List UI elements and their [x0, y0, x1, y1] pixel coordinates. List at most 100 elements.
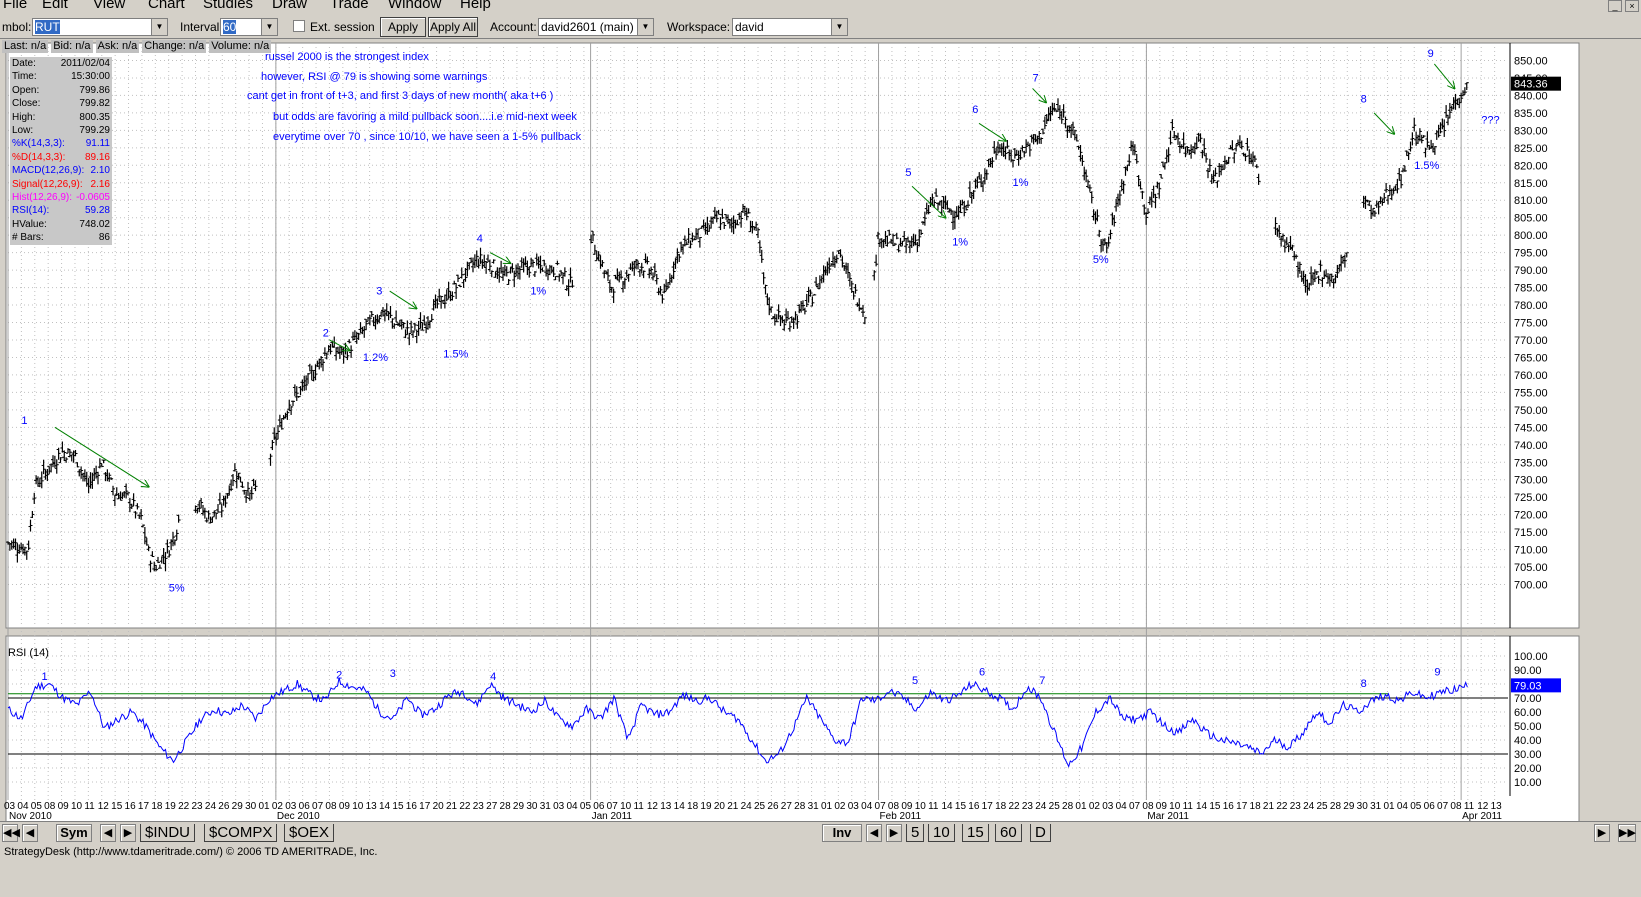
date-tick-label: 14: [674, 801, 686, 812]
date-tick-label: 27: [486, 801, 498, 812]
price-bar: [1318, 260, 1323, 272]
first-icon[interactable]: ◀◀: [2, 824, 20, 842]
symbol-combo[interactable]: RUT ▼: [32, 18, 168, 36]
menu-chart[interactable]: Chart: [148, 0, 185, 12]
minimize-icon[interactable]: _: [1608, 0, 1622, 12]
price-bar: [478, 247, 483, 264]
prev-icon[interactable]: ◀: [866, 824, 882, 842]
menu-window[interactable]: Window: [388, 0, 442, 12]
workspace-combo[interactable]: david ▼: [732, 18, 848, 36]
date-tick-label: 10: [352, 801, 364, 812]
trend-arrow: [329, 339, 349, 350]
price-bar: [24, 550, 29, 560]
dropdown-arrow-icon[interactable]: ▼: [261, 19, 277, 35]
price-bar: [1132, 144, 1137, 156]
price-bar: [1386, 195, 1390, 205]
menu-draw[interactable]: Draw: [272, 0, 308, 12]
next-icon[interactable]: ▶: [886, 824, 902, 842]
dropdown-arrow-icon[interactable]: ▼: [637, 19, 653, 35]
date-tick-label: 13: [660, 801, 672, 812]
interval-combo[interactable]: 60 ▼: [220, 18, 278, 36]
menu-edit[interactable]: Edit: [42, 0, 68, 12]
date-tick-label: 01: [1383, 801, 1395, 812]
price-bar: [1121, 180, 1126, 194]
tab-interval-60[interactable]: 60: [995, 824, 1022, 842]
data-panel-row: %K(14,3,3): 91.11: [10, 137, 112, 150]
price-bar: [487, 259, 492, 272]
data-panel-value: 2011/02/04: [60, 58, 110, 69]
prev-icon[interactable]: ◀: [100, 824, 116, 842]
date-tick-label: 20: [714, 801, 726, 812]
price-tick-label: 825.00: [1514, 143, 1548, 155]
dropdown-arrow-icon[interactable]: ▼: [831, 19, 847, 35]
menu-studies[interactable]: Studies: [203, 0, 254, 12]
price-bar: [176, 514, 181, 523]
price-bar: [722, 221, 727, 230]
bottom-bar: ◀◀ ◀ Sym ◀ ▶ $INDU $COMPX $OEX Inv ◀ ▶ 5…: [0, 821, 1641, 843]
price-bar: [917, 229, 922, 247]
wave-label: 5: [905, 167, 911, 179]
date-tick-label: 18: [151, 801, 163, 812]
wave-label: 8: [1361, 93, 1367, 105]
tab-interval-15[interactable]: 15: [962, 824, 989, 842]
price-bar: [551, 266, 556, 278]
price-bar: [1432, 146, 1437, 155]
tab-compx[interactable]: $COMPX: [204, 824, 278, 842]
price-bar: [133, 511, 138, 519]
price-bar: [1059, 111, 1064, 124]
menu-bar: File Edit View Chart Studies Draw Trade …: [0, 0, 1641, 14]
date-tick-label: 28: [794, 801, 806, 812]
apply-all-button[interactable]: Apply All: [428, 17, 478, 37]
close-icon[interactable]: ×: [1625, 0, 1639, 12]
price-bar: [787, 321, 792, 332]
date-tick-label: 29: [232, 801, 244, 812]
ext-session-checkbox[interactable]: [293, 20, 305, 32]
symbol-value: RUT: [35, 20, 60, 34]
date-tick-label: 07: [312, 801, 324, 812]
price-bar: [1243, 153, 1248, 162]
price-tick-label: 730.00: [1514, 475, 1548, 487]
price-bar: [22, 546, 27, 556]
price-bar: [1202, 138, 1207, 156]
date-tick-label: 06: [593, 801, 605, 812]
data-panel-label: High:: [12, 111, 36, 123]
tab-interval-5[interactable]: 5: [906, 824, 925, 842]
chart-area[interactable]: 700.00705.00710.00715.00720.00725.00730.…: [0, 40, 1641, 821]
sym-button[interactable]: Sym: [56, 824, 92, 842]
wave-label: 1.2%: [363, 352, 388, 364]
price-bar: [557, 273, 562, 282]
data-panel-value: 748.02: [79, 218, 110, 230]
price-bar: [1221, 164, 1225, 170]
price-tick-label: 840.00: [1514, 90, 1548, 102]
next-icon[interactable]: ▶: [120, 824, 136, 842]
menu-trade[interactable]: Trade: [330, 0, 369, 12]
inv-button[interactable]: Inv: [822, 824, 862, 842]
price-tick-label: 785.00: [1514, 283, 1548, 295]
price-bar: [688, 240, 693, 249]
tab-oex[interactable]: $OEX: [284, 824, 335, 842]
price-bar: [810, 296, 815, 307]
price-bar: [214, 512, 219, 520]
tab-interval-d[interactable]: D: [1030, 824, 1051, 842]
next-icon[interactable]: ▶: [1594, 824, 1610, 842]
price-bar: [872, 270, 877, 281]
dropdown-arrow-icon[interactable]: ▼: [151, 19, 167, 35]
menu-help[interactable]: Help: [460, 0, 491, 12]
price-bar: [1402, 165, 1407, 172]
date-tick-label: 07: [1437, 801, 1449, 812]
menu-view[interactable]: View: [93, 0, 126, 12]
price-bar: [206, 510, 211, 520]
prev-icon[interactable]: ◀: [22, 824, 38, 842]
tab-interval-10[interactable]: 10: [928, 824, 955, 842]
tab-indu[interactable]: $INDU: [140, 824, 196, 842]
apply-button[interactable]: Apply: [380, 17, 426, 37]
price-bar: [1226, 156, 1231, 164]
price-bar: [474, 250, 479, 267]
account-combo[interactable]: david2601 (main) ▼: [538, 18, 654, 36]
price-tick-label: 780.00: [1514, 300, 1548, 312]
price-bar: [1297, 261, 1302, 274]
data-panel-row: Low: 799.29: [10, 124, 112, 137]
date-tick-label: 15: [1209, 801, 1221, 812]
last-icon[interactable]: ▶▶: [1618, 824, 1636, 842]
menu-file[interactable]: File: [3, 0, 28, 12]
